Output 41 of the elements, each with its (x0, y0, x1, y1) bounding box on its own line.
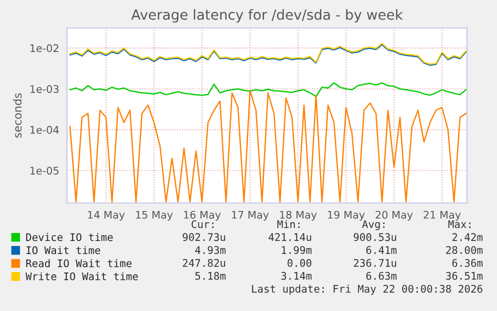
y-tick-label: 1e-05 (30, 166, 58, 175)
text: 36.51m (446, 272, 483, 280)
text: 902.73u (182, 233, 226, 242)
text: 28.00m (446, 246, 483, 254)
y-axis-title: seconds (13, 93, 22, 138)
text: 4.93m (195, 246, 226, 254)
x-tick-label: 18 May (280, 210, 317, 221)
x-tick-label: 14 May (88, 210, 125, 221)
text: 3.14m (281, 272, 312, 280)
text: 247.82u (182, 259, 226, 267)
text: Min: (277, 220, 300, 228)
y-tick-label: 1e-03 (30, 85, 59, 93)
text: Max: (448, 220, 470, 228)
text: 900.53u (354, 233, 396, 242)
chart-title: Average latency for /dev/sda - by week (131, 9, 403, 23)
legend-label: Device IO time (26, 233, 113, 242)
text: 421.14u (268, 233, 312, 242)
text: 6.36m (452, 259, 483, 267)
legend-label: Write IO Wait time (26, 272, 138, 280)
x-tick-label: 17 May (232, 210, 269, 221)
legend-label: Read IO Wait time (26, 259, 132, 268)
text: Cur: (192, 220, 214, 228)
x-tick-label: 20 May (376, 210, 413, 221)
x-tick-label: 21 May (424, 210, 461, 221)
y-tick-label: 1e-02 (30, 44, 58, 52)
text: 1.99m (282, 246, 312, 254)
text: 6.63m (366, 272, 397, 280)
text: 6.41m (366, 246, 397, 254)
text: 5.18m (195, 272, 226, 280)
x-tick-label: 16 May (184, 210, 221, 221)
text: 0.00 (288, 259, 312, 267)
text: 2.42m (452, 233, 483, 241)
line-series (69, 90, 467, 203)
text: Avg: (362, 220, 384, 230)
text: Last update: Fri May 22 00:00:38 2026 (252, 284, 482, 295)
x-tick-label: 19 May (328, 210, 365, 221)
x-tick-label: 15 May (136, 210, 173, 221)
y-tick-label: 1e-04 (30, 126, 59, 134)
line-series (69, 82, 467, 98)
text: 236.71u (354, 259, 396, 267)
legend-label: IO Wait time (26, 246, 100, 254)
